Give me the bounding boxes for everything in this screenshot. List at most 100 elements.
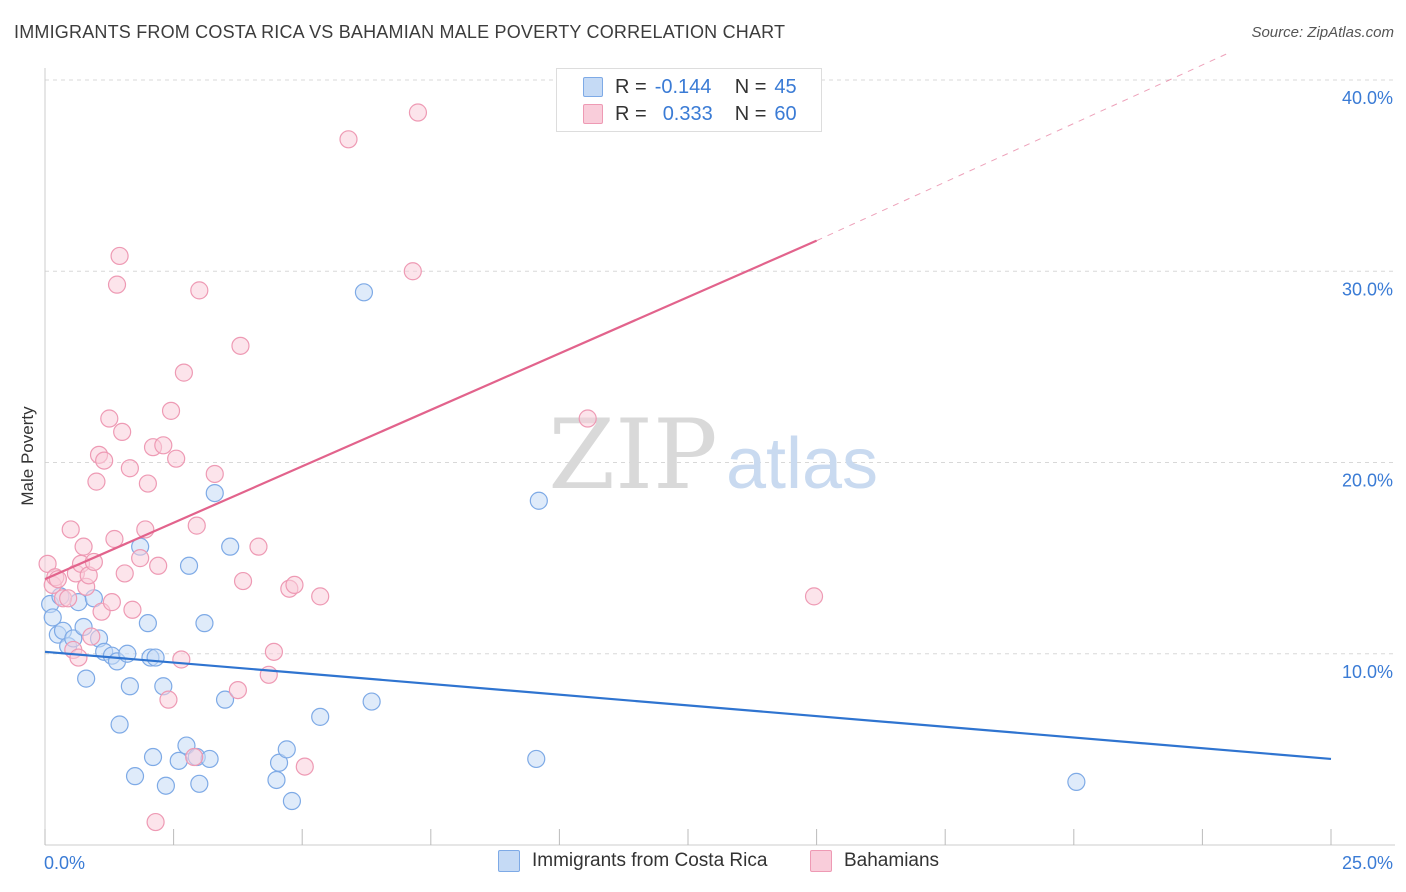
point-bahamians — [107, 275, 127, 294]
point-bahamians — [74, 537, 93, 556]
trend-line-bahamians — [44, 239, 818, 581]
point-costa-rica — [190, 774, 209, 793]
point-bahamians — [149, 556, 168, 575]
axes — [44, 68, 1395, 846]
point-bahamians — [167, 449, 186, 468]
point-bahamians — [61, 520, 80, 539]
point-costa-rica — [311, 707, 330, 726]
point-costa-rica — [221, 537, 240, 556]
point-costa-rica — [205, 484, 224, 503]
watermark: ZIP atlas — [548, 399, 878, 511]
y-tick-label: 10.0% — [1342, 662, 1393, 682]
point-costa-rica — [362, 692, 381, 711]
y-tick-label: 20.0% — [1342, 471, 1393, 491]
point-bahamians — [87, 472, 106, 491]
point-bahamians — [264, 642, 284, 661]
point-bahamians — [295, 757, 314, 776]
stats-row-bahamians: R = 0.333 N = 60 — [557, 100, 797, 128]
point-bahamians — [120, 459, 139, 478]
point-costa-rica — [267, 770, 286, 790]
gridlines — [45, 79, 1395, 655]
n-label: N = — [734, 75, 767, 98]
n-value: 60 — [774, 102, 797, 125]
point-bahamians — [311, 587, 330, 606]
legend-swatch-pink — [810, 850, 832, 872]
point-costa-rica — [120, 677, 139, 696]
point-bahamians — [59, 589, 78, 608]
point-bahamians — [82, 627, 101, 646]
point-bahamians — [172, 650, 191, 669]
point-bahamians — [115, 564, 134, 583]
point-bahamians — [804, 587, 824, 606]
point-costa-rica — [215, 690, 235, 709]
point-costa-rica — [169, 751, 188, 770]
point-costa-rica — [354, 283, 374, 302]
y-tick-label: 30.0% — [1342, 279, 1393, 299]
r-label: R = — [615, 102, 647, 125]
legend-swatch-blue — [583, 77, 603, 97]
point-bahamians — [102, 593, 121, 612]
r-label: R = — [615, 75, 647, 98]
point-bahamians — [231, 336, 250, 355]
point-bahamians — [408, 103, 428, 122]
point-costa-rica — [179, 556, 199, 575]
point-bahamians — [190, 281, 209, 300]
x-tick-label: 0.0% — [44, 853, 85, 873]
point-bahamians — [110, 246, 129, 266]
data-points — [38, 103, 1086, 832]
trend-lines — [44, 52, 1332, 761]
point-costa-rica — [195, 614, 214, 633]
point-bahamians — [138, 474, 157, 493]
point-bahamians — [159, 690, 178, 709]
point-bahamians — [69, 648, 88, 667]
point-bahamians — [228, 680, 247, 700]
point-costa-rica — [138, 614, 157, 633]
point-bahamians — [161, 401, 181, 420]
point-bahamians — [146, 812, 165, 832]
point-costa-rica — [269, 753, 289, 772]
point-costa-rica — [125, 767, 145, 786]
point-bahamians — [38, 554, 57, 573]
point-costa-rica — [77, 669, 96, 688]
legend-swatch-blue — [498, 850, 520, 872]
r-value: 0.333 — [662, 102, 713, 125]
tick-labels: 10.0% 20.0% 30.0% 40.0% 0.0% 25.0% — [44, 88, 1393, 873]
point-bahamians — [100, 409, 119, 428]
x-tick-label: 25.0% — [1342, 853, 1393, 873]
point-bahamians — [95, 451, 114, 470]
point-bahamians — [578, 409, 597, 428]
legend-swatch-pink — [583, 104, 603, 124]
point-costa-rica — [277, 740, 296, 759]
point-bahamians — [154, 436, 173, 455]
n-label: N = — [734, 102, 767, 125]
point-costa-rica — [529, 491, 548, 510]
point-bahamians — [131, 549, 150, 568]
point-costa-rica — [143, 747, 163, 767]
point-costa-rica — [200, 749, 219, 769]
chart-title: IMMIGRANTS FROM COSTA RICA VS BAHAMIAN M… — [14, 22, 786, 42]
point-bahamians — [403, 262, 422, 281]
legend-item-costa-rica: Immigrants from Costa Rica — [498, 850, 767, 872]
n-value: 45 — [774, 75, 797, 98]
point-costa-rica — [146, 648, 165, 667]
y-tick-label: 40.0% — [1342, 88, 1393, 108]
legend-label: Immigrants from Costa Rica — [532, 850, 768, 871]
point-costa-rica — [282, 791, 302, 811]
point-bahamians — [174, 363, 193, 382]
point-costa-rica — [110, 715, 129, 734]
point-bahamians — [205, 464, 224, 484]
point-costa-rica — [43, 608, 62, 627]
point-costa-rica — [1067, 772, 1086, 791]
source-label: Source: ZipAtlas.com — [1251, 24, 1394, 41]
point-costa-rica — [156, 776, 175, 795]
r-value: -0.144 — [654, 75, 712, 98]
point-bahamians — [187, 516, 206, 535]
point-bahamians — [339, 130, 358, 149]
point-bahamians — [123, 600, 142, 619]
watermark-zip: ZIP — [548, 399, 717, 511]
point-bahamians — [285, 575, 304, 595]
legend-label: Bahamians — [844, 850, 940, 871]
point-bahamians — [233, 571, 253, 591]
point-bahamians — [185, 747, 204, 767]
